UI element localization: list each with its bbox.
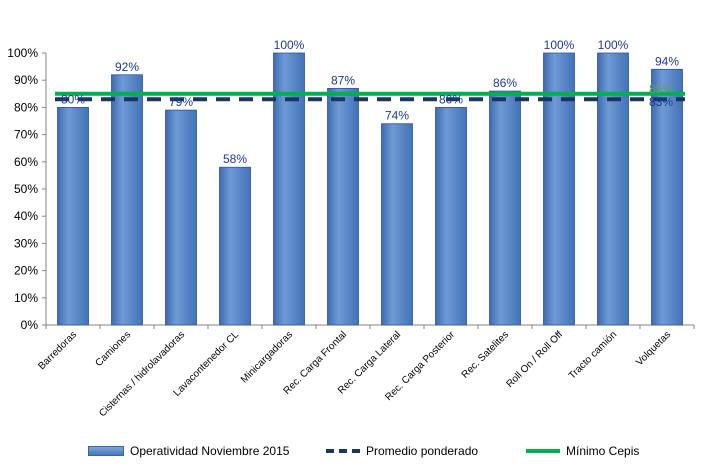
y-tick-label: 80% xyxy=(14,100,38,114)
y-tick-label: 50% xyxy=(14,182,38,196)
x-tick-label: Volquetas xyxy=(634,329,673,368)
bar xyxy=(381,123,413,326)
x-tick-label: Minicargadoras xyxy=(239,329,295,385)
legend-label-operatividad: Operatividad Noviembre 2015 xyxy=(130,444,290,458)
data-label: 80% xyxy=(439,92,463,106)
x-tick-label: Tracto camión xyxy=(567,329,619,381)
y-tick-label: 60% xyxy=(14,155,38,169)
y-tick-label: 20% xyxy=(14,264,38,278)
data-label: 100% xyxy=(598,38,629,52)
y-tick-label: 30% xyxy=(14,236,38,250)
x-tick-label: Rec. Satelites xyxy=(460,329,511,380)
x-tick-label: Roll On / Roll Off xyxy=(504,329,565,390)
bar xyxy=(489,90,521,326)
legend-item-operatividad: Operatividad Noviembre 2015 xyxy=(88,444,289,458)
bar xyxy=(435,107,467,326)
y-tick-label: 40% xyxy=(14,209,38,223)
bar xyxy=(327,87,359,326)
y-tick-label: 100% xyxy=(7,46,38,60)
data-label: 74% xyxy=(385,109,409,123)
legend-label-promedio: Promedio ponderado xyxy=(366,444,479,458)
bar xyxy=(219,166,251,326)
y-tick-label: 0% xyxy=(21,318,39,332)
minimo-label: 85% xyxy=(649,82,673,96)
legend-swatch-line xyxy=(526,449,560,453)
legend-label-minimo: Mínimo Cepis xyxy=(566,444,640,458)
bar xyxy=(165,109,197,326)
data-label: 100% xyxy=(274,38,305,52)
data-label: 86% xyxy=(493,76,517,90)
bar xyxy=(57,107,89,326)
legend-swatch-bar xyxy=(88,446,124,456)
data-label: 58% xyxy=(223,152,247,166)
y-tick-label: 90% xyxy=(14,73,38,87)
x-tick-label: Barredoras xyxy=(36,329,79,372)
legend-swatch-dashed xyxy=(326,449,360,453)
data-labels: 80% 92% 79% 58% 100% 87% 74% 80% 86% 100% 100% 94% 8… xyxy=(61,38,679,166)
legend: Operatividad Noviembre 2015 Promedio pon… xyxy=(0,440,726,466)
data-label: 79% xyxy=(169,95,193,109)
data-label: 87% xyxy=(331,73,355,87)
y-tick-label: 70% xyxy=(14,128,38,142)
data-label: 100% xyxy=(544,38,575,52)
reference-lines xyxy=(55,91,685,102)
x-tick-label: Camiones xyxy=(94,329,134,369)
y-tick-label: 10% xyxy=(14,291,38,305)
legend-item-promedio: Promedio ponderado xyxy=(326,444,478,458)
bar-chart: 0% 10% 20% 30% 40% 50% 60% 70% 80% 90% 100% Barredo… xyxy=(7,38,695,419)
bar xyxy=(651,68,683,326)
data-label: 80% xyxy=(61,92,85,106)
promedio-label: 83% xyxy=(649,95,673,109)
data-label: 92% xyxy=(115,60,139,74)
legend-item-minimo: Mínimo Cepis xyxy=(526,444,639,458)
bar xyxy=(111,74,143,326)
data-label: 94% xyxy=(655,54,679,68)
